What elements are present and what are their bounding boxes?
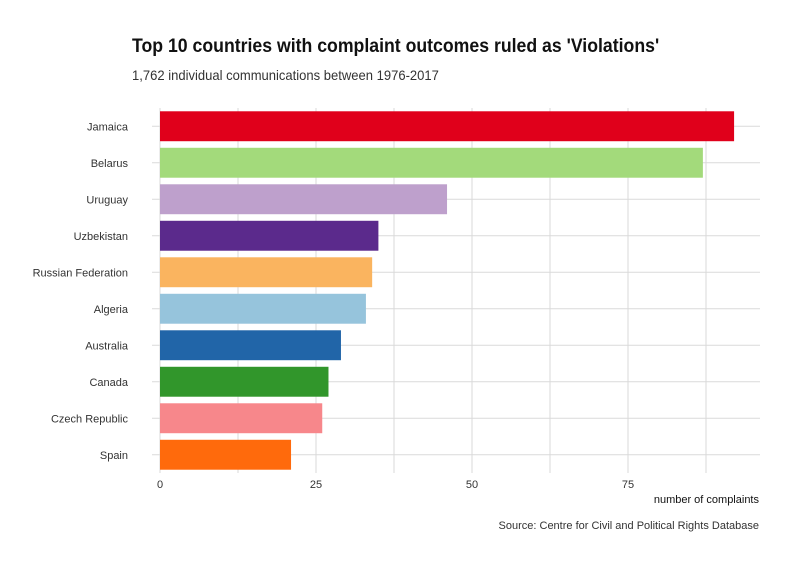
- bar-uruguay: [160, 184, 448, 215]
- category-label: Uzbekistan: [74, 231, 128, 243]
- category-label: Spain: [100, 450, 128, 462]
- bar-algeria: [160, 293, 366, 324]
- category-label: Australia: [85, 340, 129, 352]
- bar-russian-federation: [160, 257, 373, 288]
- x-tick-label: 0: [157, 479, 163, 491]
- bar-uzbekistan: [160, 220, 379, 251]
- category-label: Algeria: [94, 304, 129, 316]
- bar-belarus: [160, 147, 703, 178]
- category-labels: Jamaica Belarus Uruguay Uzbekistan Russian F…: [33, 121, 129, 462]
- x-tick-label: 75: [622, 479, 634, 491]
- bar-czech-republic: [160, 403, 323, 434]
- category-label: Jamaica: [87, 121, 129, 133]
- bar-australia: [160, 330, 341, 361]
- category-label: Czech Republic: [51, 413, 129, 425]
- category-label: Russian Federation: [33, 267, 128, 279]
- bars: [160, 111, 735, 470]
- category-label: Belarus: [91, 158, 129, 170]
- bar-canada: [160, 366, 329, 397]
- category-label: Canada: [89, 377, 128, 389]
- source-caption: Source: Centre for Civil and Political R…: [499, 520, 759, 532]
- category-label: Uruguay: [86, 194, 128, 206]
- x-tick-label: 25: [310, 479, 322, 491]
- chart-title: Top 10 countries with complaint outcomes…: [132, 36, 660, 57]
- bar-spain: [160, 439, 292, 470]
- bar-jamaica: [160, 111, 735, 142]
- x-tick-label: 50: [466, 479, 478, 491]
- x-tick-labels: 0 25 50 75: [157, 479, 634, 491]
- x-axis-title: number of complaints: [654, 494, 760, 506]
- chart-subtitle: 1,762 individual communications between …: [132, 67, 439, 83]
